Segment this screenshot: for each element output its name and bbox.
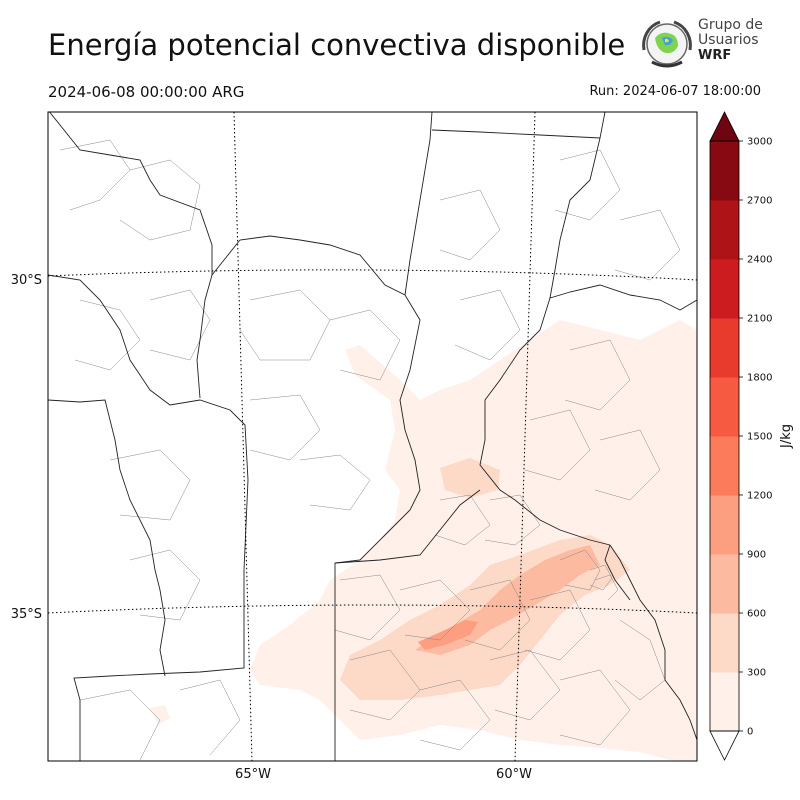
colorbar: 0 300 600 900 1200 1500 1800 2100 2400 2700 3000 J… — [709, 111, 794, 761]
colorbar-tick-label: 2700 — [747, 196, 772, 207]
colorbar-tick-label: 2100 — [747, 314, 772, 325]
colorbar-over-arrow — [709, 111, 740, 142]
logo-emblem-icon — [642, 20, 692, 68]
valid-time: 2024-06-08 00:00:00 ARG — [48, 83, 245, 101]
colorbar-segment — [710, 259, 739, 319]
colorbar-tick-label: 1500 — [747, 432, 772, 443]
colorbar-segment — [710, 495, 739, 555]
lon-label-65w: 65°W — [235, 767, 271, 782]
province-borders — [48, 112, 697, 761]
logo-line-3: WRF — [698, 48, 732, 63]
map-title: Energía potencial convectiva disponible — [48, 28, 626, 62]
logo-line-2: Usuarios — [698, 32, 759, 48]
colorbar-tick-label: 1800 — [747, 373, 772, 384]
colorbar-tick-label: 2400 — [747, 255, 772, 266]
colorbar-tick-label: 1200 — [747, 491, 772, 502]
wrf-group-logo: Grupo de Usuarios WRF — [638, 16, 778, 72]
colorbar-unit-label: J/kg — [779, 424, 794, 449]
colorbar-tick-label: 3000 — [747, 137, 772, 148]
map-frame — [47, 111, 698, 762]
colorbar-segment — [710, 141, 739, 201]
colorbar-under-arrow — [709, 730, 740, 761]
logo-line-1: Grupo de — [698, 17, 763, 33]
cape-shading-mid-patch — [440, 458, 500, 498]
graticule — [48, 112, 697, 761]
colorbar-segment — [710, 554, 739, 614]
colorbar-tick-label: 600 — [747, 609, 766, 620]
colorbar-tick-label: 900 — [747, 550, 766, 561]
colorbar-segment — [710, 672, 739, 732]
colorbar-segment — [710, 436, 739, 496]
colorbar-segment — [710, 318, 739, 378]
lat-label-35s: 35°S — [11, 607, 42, 622]
colorbar-tick-label: 0 — [747, 727, 753, 738]
lat-label-30s: 30°S — [11, 273, 42, 288]
colorbar-segment — [710, 377, 739, 437]
cape-shading-peak — [418, 620, 478, 650]
colorbar-segment — [710, 613, 739, 673]
map-area — [48, 112, 697, 761]
run-time: Run: 2024-06-07 18:00:00 — [589, 84, 761, 99]
lon-label-60w: 60°W — [496, 767, 532, 782]
cape-shading-low-patch — [150, 705, 170, 725]
colorbar-tick-label: 300 — [747, 668, 766, 679]
colorbar-segment — [710, 200, 739, 260]
